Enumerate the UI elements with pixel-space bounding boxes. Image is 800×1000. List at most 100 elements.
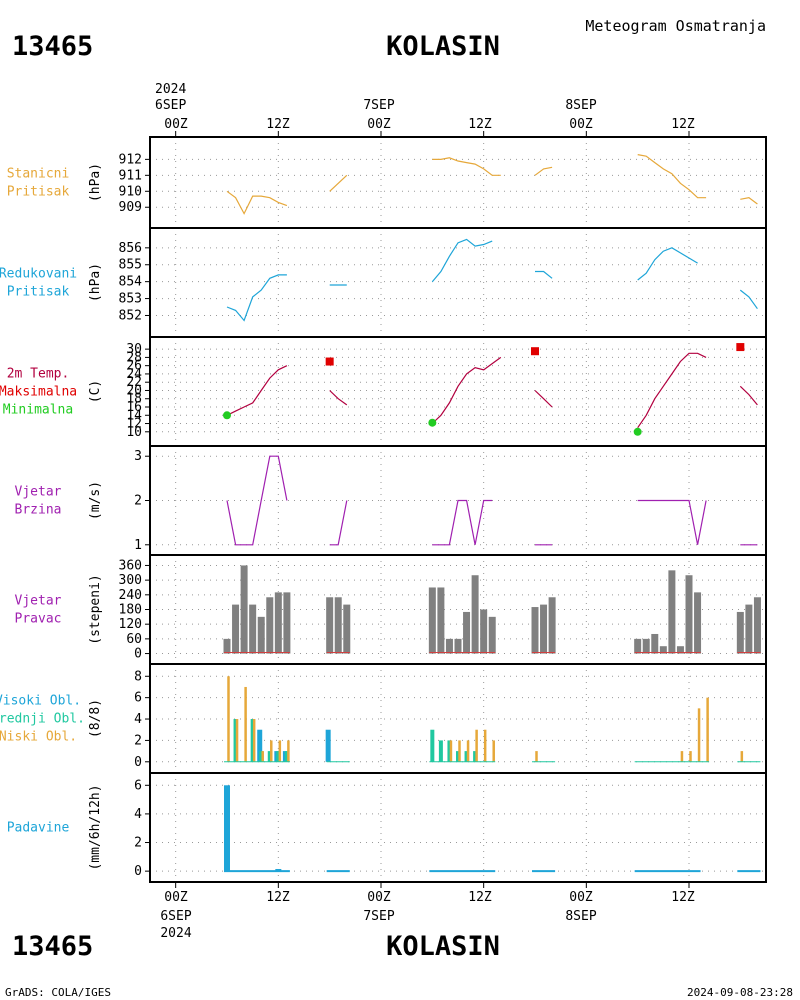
temperatura-series-0-segment-1 (329, 390, 348, 406)
station-name-bottom: KOLASIN (386, 931, 500, 962)
vjetar_pravac-bar-6 (274, 592, 282, 654)
oblaci-label-0: Visoki Obl. (0, 694, 81, 709)
redukovani-ylabel: (hPa) (88, 263, 103, 302)
oblaci-series-2-bar-10 (466, 740, 470, 762)
oblaci-series-2-bar-12 (483, 729, 487, 762)
redukovani-ytick-label-4: 856 (119, 241, 142, 256)
hour-label-top-4: 12Z (468, 117, 492, 132)
stanicni-series-0-segment-3 (534, 166, 553, 176)
oblaci-series-2-bar-14 (535, 751, 538, 762)
redukovani-label-1: Pritisak (7, 285, 70, 300)
vjetar_brzina-series-0-segment-2 (432, 499, 493, 546)
oblaci-series-1-bar-7 (438, 740, 443, 762)
hour-label-bottom-3: 00Z (367, 890, 391, 905)
padavine-ytick-label-2: 4 (134, 807, 142, 822)
hour-label-top-6: 12Z (671, 117, 695, 132)
padavine-ylabel: (mm/6h/12h) (88, 784, 103, 870)
redukovani-series-0-segment-5 (739, 289, 758, 310)
oblaci-series-2-bar-1 (235, 719, 239, 762)
oblaci-series-1-bar-3 (267, 751, 272, 762)
oblaci-series-2-bar-6 (278, 740, 282, 762)
temperatura-max-point-0 (325, 357, 334, 366)
stanicni-frame (149, 136, 767, 229)
temperatura-label-2: Minimalna (3, 403, 73, 418)
vjetar_pravac-bar-29 (694, 592, 702, 654)
day-label-top-1: 6SEP (155, 98, 186, 113)
vjetar_pravac-bar-32 (753, 597, 761, 654)
temperatura-series-0-segment-0 (226, 365, 288, 416)
hour-label-top-3: 00Z (367, 117, 391, 132)
temperatura-label-1: Maksimalna (0, 385, 77, 400)
oblaci-series-1-bar-10 (464, 751, 469, 762)
temperatura-series-0-segment-4 (637, 352, 707, 429)
vjetar_pravac-ytick-label-2: 120 (119, 617, 142, 632)
temperatura-ytick-label-3: 16 (126, 400, 142, 415)
hour-label-top-5: 00Z (569, 117, 593, 132)
oblaci-ytick-label-4: 8 (134, 669, 142, 684)
vjetar_pravac-bar-21 (548, 597, 556, 654)
oblaci-series-2-bar-18 (706, 697, 709, 762)
stanicni-series-0-segment-0 (226, 190, 288, 215)
vjetar_pravac-bar-2 (240, 565, 248, 654)
padavine-label-0: Padavine (7, 821, 70, 836)
footer-timestamp: 2024-09-08-23:28 (687, 986, 793, 999)
oblaci-series-2-bar-0 (227, 676, 230, 762)
vjetar_pravac-bar-18 (488, 616, 496, 654)
stanicni-ytick-label-3: 912 (119, 152, 142, 167)
stanicni-series-0-segment-2 (432, 157, 501, 176)
day-label-bottom-2: 7SEP (363, 909, 394, 924)
temperatura-ytick-label-5: 20 (126, 383, 142, 398)
vjetar_pravac-bar-16 (471, 575, 479, 654)
vjetar_pravac-bar-19 (531, 607, 539, 654)
footer-credit: GrADS: COLA/IGES (5, 986, 111, 999)
vjetar_pravac-bar-24 (651, 633, 659, 654)
oblaci-ytick-label-1: 2 (134, 733, 142, 748)
padavine-ytick-label-3: 6 (134, 778, 142, 793)
vjetar_pravac-bar-14 (454, 638, 462, 654)
vjetar_pravac-bar-20 (540, 604, 548, 654)
oblaci-series-2-bar-11 (475, 729, 478, 762)
vjetar_pravac-ytick-label-3: 180 (119, 603, 142, 618)
oblaci-series-0-bar-3 (325, 729, 331, 762)
vjetar_pravac-bar-5 (266, 597, 274, 654)
vjetar_pravac-ytick-label-5: 300 (119, 573, 142, 588)
padavine-frame (149, 772, 767, 883)
redukovani-ytick-label-1: 853 (119, 292, 142, 307)
oblaci-series-1-bar-2 (259, 751, 264, 762)
vjetar_pravac-bar-3 (249, 604, 257, 654)
temperatura-frame (149, 336, 767, 447)
vjetar_pravac-ytick-label-1: 60 (126, 632, 142, 647)
station-id-bottom: 13465 (12, 931, 93, 962)
vjetar_pravac-label-0: Vjetar (15, 594, 62, 609)
redukovani-frame (149, 227, 767, 338)
oblaci-ytick-label-2: 4 (134, 712, 142, 727)
oblaci-series-2-bar-8 (449, 740, 453, 762)
temperatura-series-0-segment-2 (431, 356, 502, 424)
vjetar_pravac-ylabel: (stepeni) (88, 574, 103, 644)
oblaci-ytick-label-3: 6 (134, 691, 142, 706)
temperatura-ytick-label-6: 22 (126, 375, 142, 390)
redukovani-ytick-label-3: 855 (119, 258, 142, 273)
hour-label-top-1: 00Z (164, 117, 188, 132)
vjetar_pravac-bar-17 (480, 609, 488, 654)
oblaci-ytick-label-0: 0 (134, 755, 142, 770)
vjetar_brzina-ytick-label-2: 3 (134, 449, 142, 464)
oblaci-series-2-bar-9 (458, 740, 461, 762)
vjetar_brzina-series-0-segment-1 (329, 500, 348, 546)
temperatura-min-point-0 (223, 411, 231, 420)
padavine-bar-0 (224, 785, 230, 872)
temperatura-series-0-segment-3 (534, 390, 553, 408)
vjetar_pravac-bar-22 (634, 638, 642, 654)
station-name-top: KOLASIN (386, 31, 500, 62)
redukovani-series-0-segment-3 (535, 270, 553, 279)
vjetar_pravac-bar-13 (445, 638, 453, 654)
oblaci-series-2-bar-19 (740, 751, 744, 762)
vjetar_pravac-bar-8 (326, 597, 334, 654)
temperatura-min-point-1 (428, 418, 437, 427)
oblaci-series-0-bar-0 (257, 729, 263, 762)
temperatura-ytick-label-10: 30 (126, 342, 142, 357)
year-bottom: 2024 (160, 926, 191, 941)
vjetar_brzina-label-0: Vjetar (15, 485, 62, 500)
oblaci-series-2-bar-13 (492, 740, 495, 762)
